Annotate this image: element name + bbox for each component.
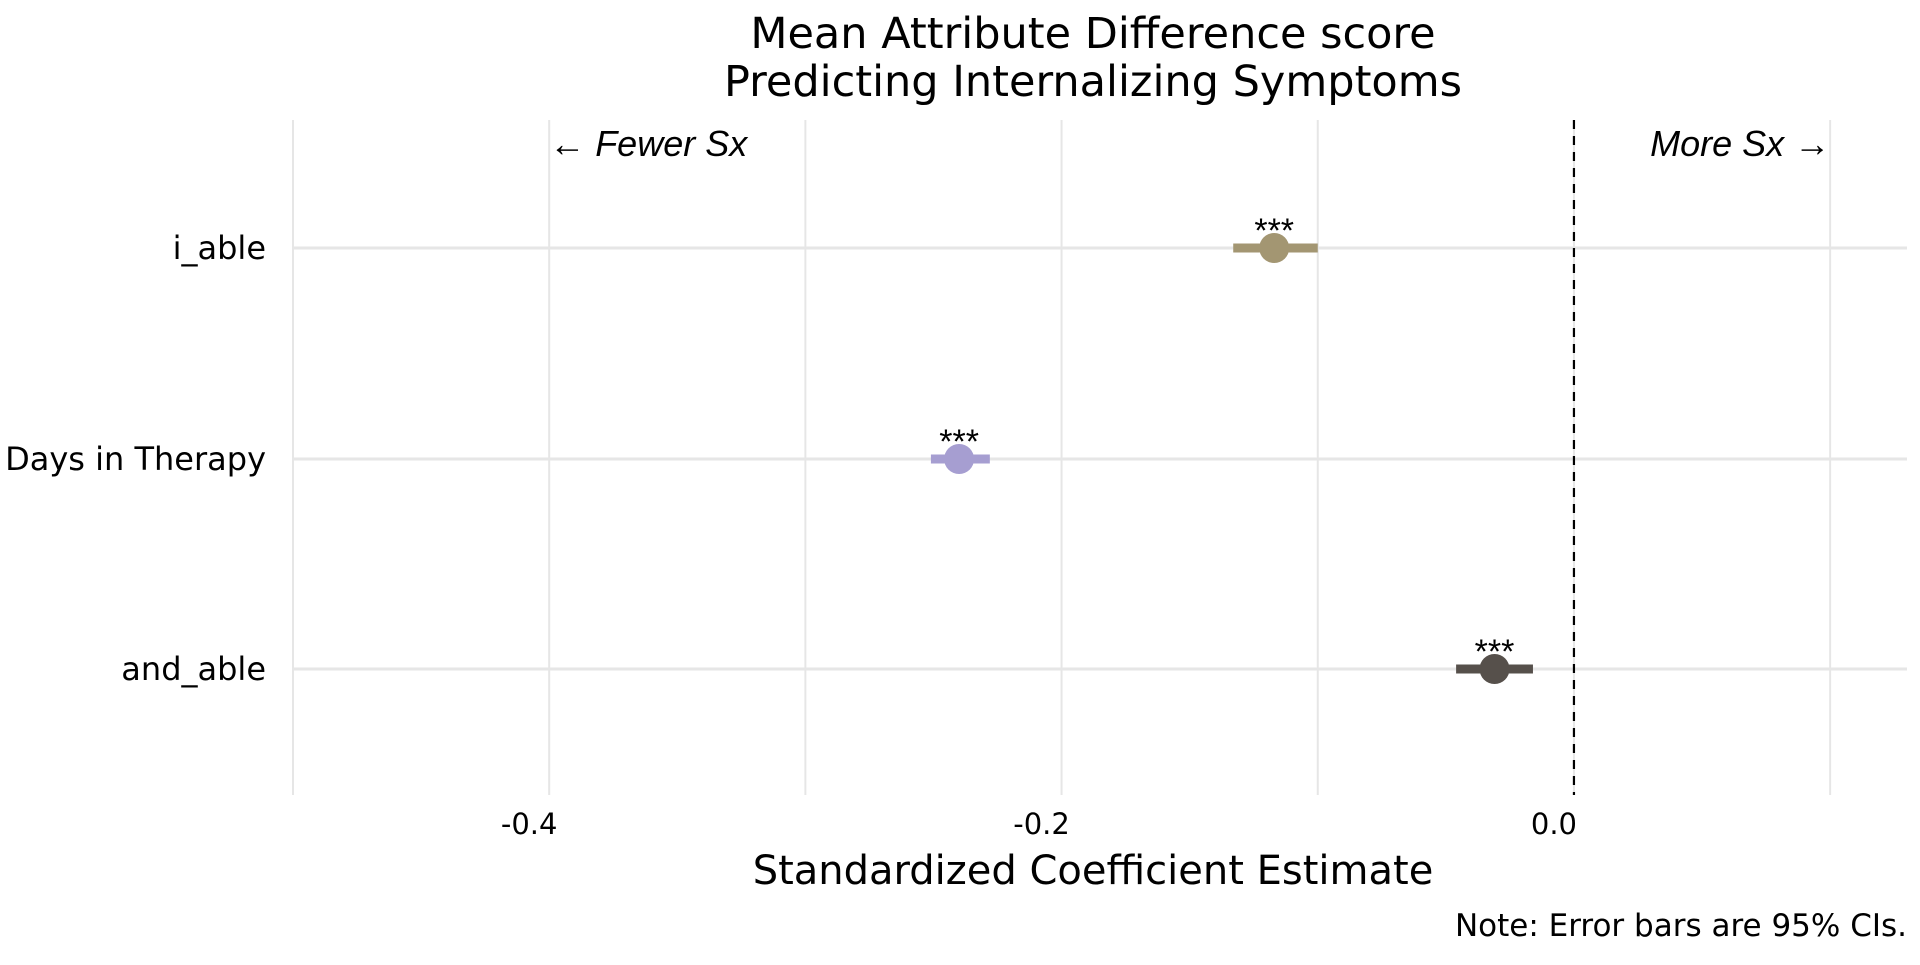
- y-tick-label: i_able: [173, 229, 266, 267]
- x-tick-label: -0.2: [1013, 807, 1070, 841]
- annotation-more-sx: More Sx →: [1650, 123, 1830, 164]
- significance-label: ***: [1475, 633, 1515, 671]
- y-tick-label: Days in Therapy: [5, 440, 266, 478]
- chart-title-line-1: Mean Attribute Difference score: [750, 9, 1435, 59]
- significance-label: ***: [939, 423, 979, 461]
- x-axis-label: Standardized Coefficient Estimate: [753, 848, 1434, 894]
- y-tick-labels: i_able Days in Therapy and_able: [5, 229, 266, 688]
- x-tick-label: 0.0: [1531, 807, 1577, 841]
- annotation-fewer-sx: ← Fewer Sx: [549, 123, 749, 164]
- gridlines: [292, 120, 1907, 795]
- x-tick-label: -0.4: [501, 807, 558, 841]
- significance-label: ***: [1254, 212, 1294, 250]
- estimate-point: [1259, 233, 1290, 263]
- estimate-point: [944, 444, 975, 474]
- x-tick-labels: -0.4 -0.2 0.0: [501, 807, 1577, 841]
- chart-title-line-2: Predicting Internalizing Symptoms: [724, 57, 1462, 107]
- y-tick-label: and_able: [121, 650, 266, 688]
- estimate-point: [1479, 654, 1510, 684]
- chart-note: Note: Error bars are 95% CIs.: [1455, 908, 1907, 944]
- data-points: *** *** ***: [930, 212, 1533, 684]
